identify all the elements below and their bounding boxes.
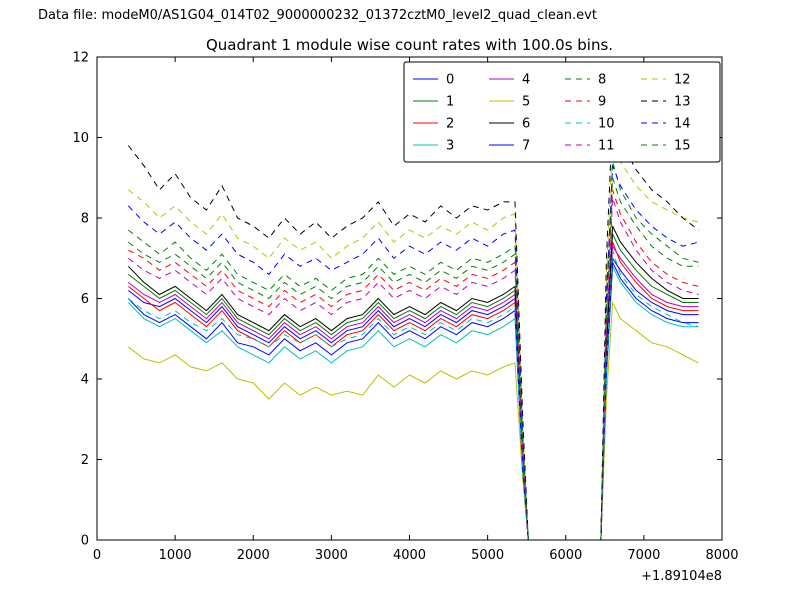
x-axis: 0 1000 2000 3000 4000 5000 6000 7000 8000 xyxy=(93,57,739,563)
legend-entry-14: 14 xyxy=(641,117,691,132)
legend-label-8: 8 xyxy=(598,73,606,88)
x-tick-label: 1000 xyxy=(159,548,192,563)
series-line-13 xyxy=(127,117,699,541)
x-tick-label: 8000 xyxy=(705,548,738,563)
x-tick-label: 5000 xyxy=(471,548,504,563)
x-tick-label: 3000 xyxy=(315,548,348,563)
legend-frame xyxy=(403,61,721,163)
chart-title: Quadrant 1 module wise count rates with … xyxy=(205,36,614,54)
legend-label-13: 13 xyxy=(674,95,691,110)
y-tick-label: 2 xyxy=(81,453,89,468)
legend-entry-5: 5 xyxy=(489,95,530,110)
legend-entry-8: 8 xyxy=(565,73,606,88)
series-line-2 xyxy=(127,241,699,541)
legend-label-4: 4 xyxy=(522,73,530,88)
series-line-7 xyxy=(127,260,699,541)
legend-entry-0: 0 xyxy=(413,73,454,88)
legend-entry-15: 15 xyxy=(641,139,691,154)
legend-entry-11: 11 xyxy=(565,139,615,154)
legend-label-11: 11 xyxy=(598,139,615,154)
legend-label-6: 6 xyxy=(522,117,530,132)
legend-entry-12: 12 xyxy=(641,73,691,88)
y-tick-label: 0 xyxy=(81,534,89,549)
series-line-1 xyxy=(127,233,699,541)
y-tick-label: 12 xyxy=(72,51,89,66)
series-line-12 xyxy=(127,133,699,541)
x-tick-label: 7000 xyxy=(627,548,660,563)
legend-label-3: 3 xyxy=(446,139,454,154)
series-lines xyxy=(127,117,699,541)
legend-label-1: 1 xyxy=(446,95,454,110)
legend-entry-13: 13 xyxy=(641,95,691,110)
y-tick-label: 10 xyxy=(72,131,89,146)
x-tick-label: 0 xyxy=(93,548,101,563)
y-tick-label: 8 xyxy=(81,212,89,227)
x-tick-label: 6000 xyxy=(549,548,582,563)
legend-entry-6: 6 xyxy=(489,117,530,132)
series-line-9 xyxy=(128,189,699,541)
legend-label-9: 9 xyxy=(598,95,606,110)
legend-label-7: 7 xyxy=(522,139,530,154)
legend-label-14: 14 xyxy=(674,117,691,132)
y-tick-label: 4 xyxy=(81,373,89,388)
series-line-0 xyxy=(127,256,699,541)
legend-entry-9: 9 xyxy=(565,95,606,110)
legend-entry-7: 7 xyxy=(489,139,530,154)
legend-label-2: 2 xyxy=(446,117,454,132)
series-line-14 xyxy=(127,165,699,541)
series-line-6 xyxy=(127,225,699,541)
series-line-10 xyxy=(127,250,699,541)
x-tick-label: 2000 xyxy=(237,548,270,563)
data-file-label: Data file: modeM0/AS1G04_014T02_90000002… xyxy=(38,8,597,23)
legend-entry-2: 2 xyxy=(413,117,454,132)
series-line-15 xyxy=(127,177,699,541)
legend-entry-10: 10 xyxy=(565,117,615,132)
legend-label-0: 0 xyxy=(446,73,454,88)
legend-entry-1: 1 xyxy=(413,95,454,110)
legend-entry-4: 4 xyxy=(489,73,530,88)
y-tick-label: 6 xyxy=(81,292,89,307)
legend-label-12: 12 xyxy=(674,73,691,88)
legend-label-10: 10 xyxy=(598,117,615,132)
series-line-4 xyxy=(127,244,699,541)
x-tick-label: 4000 xyxy=(393,548,426,563)
series-line-11 xyxy=(127,197,699,541)
legend-entry-3: 3 xyxy=(413,139,454,154)
series-line-8 xyxy=(127,161,699,541)
legend-label-15: 15 xyxy=(674,139,691,154)
series-line-5 xyxy=(127,300,699,541)
x-axis-offset-label: +1.89104e8 xyxy=(641,569,722,584)
legend-label-5: 5 xyxy=(522,95,530,110)
